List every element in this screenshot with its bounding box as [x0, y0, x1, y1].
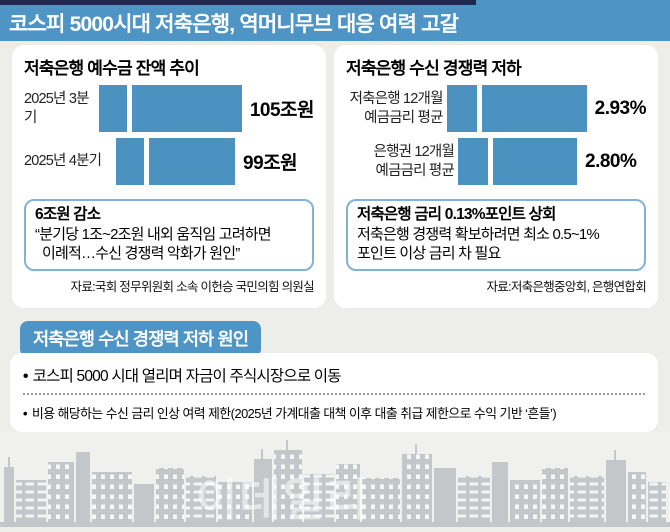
bar-value-label: 99조원	[243, 153, 298, 174]
bar-row-2025-q3: 2025년 3분기 105조원	[24, 85, 315, 132]
bar-row-savings-bank-rate: 저축은행 12개월 예금금리 평균 2.93%	[346, 85, 647, 132]
bar-segment	[131, 85, 242, 132]
dotted-divider	[23, 393, 645, 395]
bar-row-2025-q4: 2025년 4분기 99조원	[24, 138, 314, 185]
bar-row-commercial-bank-rate: 은행권 12개월 예금금리 평균 2.80%	[346, 138, 646, 185]
navy-accent-strip	[0, 0, 476, 5]
bar-segment	[116, 138, 144, 185]
bar-segment	[493, 138, 577, 185]
deposit-chart-title: 저축은행 예수금 잔액 추이	[24, 59, 200, 78]
cause-bullet-1: • 코스피 5000 시대 열리며 자금이 주식시장으로 이동	[23, 364, 645, 386]
bullet-icon: •	[23, 406, 27, 421]
bar-segment	[98, 85, 127, 132]
bar-2025-q4	[116, 138, 235, 185]
rate-note-box: 저축은행 금리 0.13%포인트 상회 저축은행 경쟁력 확보하려면 최소 0.…	[346, 199, 646, 272]
note-line: “분기당 1조~2조원 내외 움직임 고려하면	[35, 225, 272, 243]
bar-segment	[458, 138, 488, 185]
deposit-note-box: 6조원 감소 “분기당 1조~2조원 내외 움직임 고려하면 이례적…수신 경쟁…	[24, 199, 314, 272]
city-skyline-footer	[0, 432, 670, 527]
cause-bullet-2: • 비용 해당하는 수신 금리 인상 여력 제한(2025년 가계대출 대책 이…	[23, 403, 645, 422]
bar-segment	[481, 85, 587, 132]
bar-category-label: 2025년 3분기	[24, 91, 89, 126]
bar-savings-bank-rate	[446, 85, 587, 132]
page-title: 코스피 5000시대 저축은행, 역머니무브 대응 여력 고갈	[9, 13, 459, 36]
bar-value-label: 2.80%	[585, 150, 637, 172]
bar-category-line1: 저축은행 12개월	[349, 91, 444, 108]
note-line: 저축은행 경쟁력 확보하려면 최소 0.5~1%	[357, 225, 600, 243]
bar-value-label: 105조원	[249, 100, 315, 121]
bar-commercial-bank-rate	[458, 138, 577, 185]
rate-competitiveness-panel: 저축은행 수신 경쟁력 저하 저축은행 12개월 예금금리 평균 2.93% 은…	[334, 45, 658, 308]
bar-category-label: 저축은행 12개월 예금금리 평균	[346, 90, 447, 126]
bullet-icon: •	[23, 368, 28, 385]
bar-category-line2: 예금금리 평균	[375, 162, 455, 179]
edaily-watermark: 이데일리	[196, 474, 370, 525]
rate-source-credit: 자료:저축은행중앙회, 은행연합회	[486, 280, 646, 295]
bar-category-label: 은행권 12개월 예금금리 평균	[346, 143, 458, 179]
cause-list-panel: • 코스피 5000 시대 열리며 자금이 주식시장으로 이동 • 비용 해당하…	[10, 353, 658, 432]
bar-category-line1: 은행권 12개월	[373, 144, 455, 161]
bar-segment	[446, 85, 477, 132]
note-line: 포인트 이상 금리 차 필요	[357, 245, 501, 263]
note-line: 이례적…수신 경쟁력 악화가 원인”	[42, 245, 240, 263]
note-headline: 저축은행 금리 0.13%포인트 상회	[357, 206, 556, 223]
deposit-balance-panel: 저축은행 예수금 잔액 추이 2025년 3분기 105조원 2025년 4분기…	[12, 45, 326, 308]
bar-value-label: 2.93%	[594, 97, 647, 119]
cause-bullet-text: 비용 해당하는 수신 금리 인상 여력 제한(2025년 가계대출 대책 이후 …	[31, 406, 557, 421]
cause-section-badge: 저축은행 수신 경쟁력 저하 원인	[20, 321, 262, 357]
bar-category-line2: 예금금리 평균	[364, 109, 443, 126]
note-headline: 6조원 감소	[35, 206, 101, 223]
page-header: 코스피 5000시대 저축은행, 역머니무브 대응 여력 고갈	[0, 0, 670, 41]
bar-2025-q3	[98, 85, 242, 132]
cause-bullet-text: 코스피 5000 시대 열리며 자금이 주식시장으로 이동	[32, 368, 342, 385]
rate-chart-title: 저축은행 수신 경쟁력 저하	[346, 59, 522, 78]
bar-category-label: 2025년 4분기	[24, 153, 102, 170]
bar-segment	[149, 138, 235, 185]
deposit-source-credit: 자료:국회 정무위원회 소속 이헌승 국민의힘 의원실	[70, 280, 315, 295]
city-skyline-illustration	[0, 440, 670, 527]
